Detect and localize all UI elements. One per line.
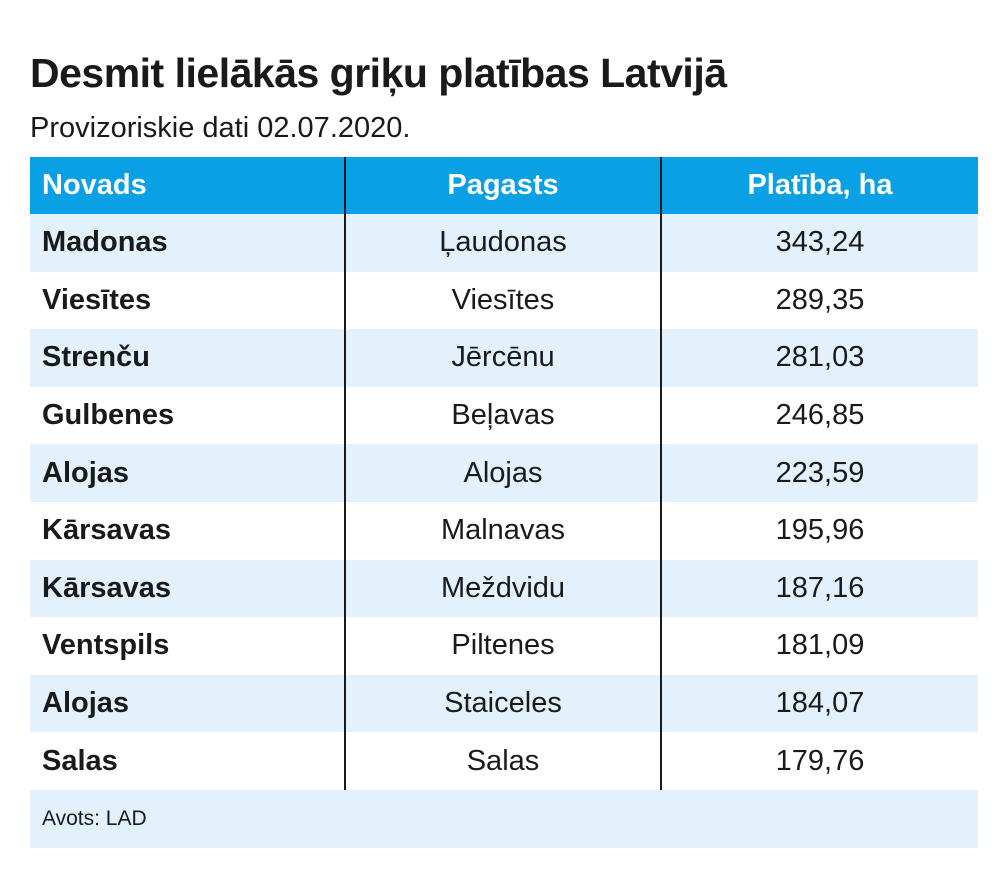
cell-novads: Alojas (30, 444, 346, 502)
cell-pagasts: Jērcēnu (346, 329, 662, 387)
cell-novads: Salas (30, 732, 346, 790)
header-platiba: Platība, ha (747, 169, 893, 201)
cell-novads: Viesītes (30, 271, 346, 330)
source-note: Avots: LAD (30, 789, 978, 848)
table-row: Kārsavas Malnavas 195,96 (30, 501, 978, 560)
cell-platiba: 195,96 (775, 514, 865, 547)
table-row: Alojas Staiceles 184,07 (30, 674, 978, 733)
table-row: Ventspils Piltenes 181,09 (30, 617, 978, 675)
cell-novads: Strenču (30, 329, 346, 387)
cell-platiba: 343,24 (775, 226, 865, 259)
data-table: Novads Pagasts Platība, ha Madonas Ļaudo… (30, 157, 978, 848)
header-pagasts: Pagasts (346, 157, 662, 214)
table-row: Alojas Alojas 223,59 (30, 444, 978, 502)
cell-pagasts: Malnavas (346, 501, 662, 560)
cell-platiba: 187,16 (775, 571, 865, 604)
cell-platiba: 281,03 (775, 341, 865, 374)
cell-platiba: 223,59 (775, 456, 865, 489)
table-row: Viesītes Viesītes 289,35 (30, 271, 978, 330)
cell-novads: Kārsavas (30, 501, 346, 560)
cell-platiba: 179,76 (775, 744, 865, 777)
cell-pagasts: Alojas (346, 444, 662, 502)
cell-platiba: 181,09 (775, 629, 865, 662)
cell-pagasts: Piltenes (346, 617, 662, 675)
header-novads: Novads (30, 157, 346, 214)
cell-novads: Ventspils (30, 617, 346, 675)
cell-novads: Madonas (30, 214, 346, 272)
cell-pagasts: Meždvidu (346, 559, 662, 618)
cell-pagasts: Beļavas (346, 386, 662, 445)
page-subtitle: Provizoriskie dati 02.07.2020. (30, 112, 411, 144)
cell-pagasts: Staiceles (346, 674, 662, 733)
cell-platiba: 246,85 (775, 399, 865, 432)
cell-platiba: 289,35 (775, 283, 865, 316)
table-row: Salas Salas 179,76 (30, 732, 978, 790)
cell-novads: Gulbenes (30, 386, 346, 445)
page-title: Desmit lielākās griķu platības Latvijā (30, 50, 727, 96)
cell-pagasts: Ļaudonas (346, 214, 662, 272)
table-row: Gulbenes Beļavas 246,85 (30, 386, 978, 445)
cell-pagasts: Viesītes (346, 271, 662, 330)
table-row: Kārsavas Meždvidu 187,16 (30, 559, 978, 618)
table-row: Madonas Ļaudonas 343,24 (30, 214, 978, 272)
cell-pagasts: Salas (346, 732, 662, 790)
cell-platiba: 184,07 (775, 687, 865, 720)
table-row: Strenču Jērcēnu 281,03 (30, 329, 978, 387)
table-header: Novads Pagasts Platība, ha (30, 157, 978, 214)
cell-novads: Alojas (30, 674, 346, 733)
cell-novads: Kārsavas (30, 559, 346, 618)
